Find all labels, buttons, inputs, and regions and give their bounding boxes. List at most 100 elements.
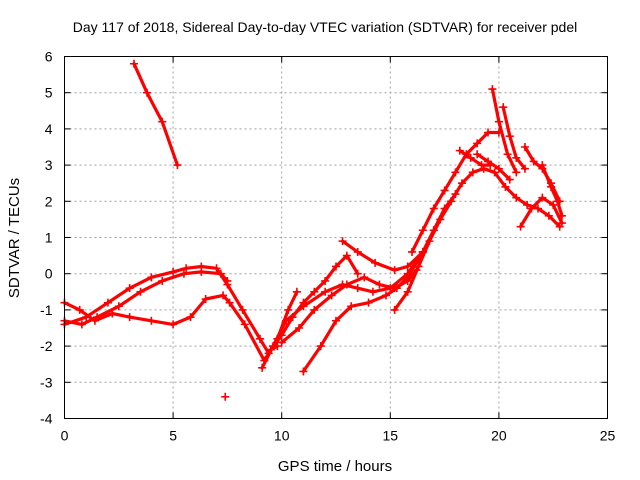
series-line	[501, 105, 527, 171]
data-point	[538, 161, 547, 170]
data-point	[557, 211, 566, 220]
axis-ticks: 0 5 10 15 20 25 -4 -3 -2 -1 0 1 2 3 4 5 6	[40, 49, 615, 444]
data-point	[368, 287, 377, 296]
series-line	[340, 239, 425, 272]
data-point	[455, 146, 464, 155]
data-point	[520, 143, 529, 151]
x-tick-label: 20	[491, 428, 507, 444]
y-tick-label: 4	[45, 121, 53, 137]
data-point	[468, 168, 477, 177]
data-point	[158, 117, 167, 126]
data-point	[403, 287, 412, 296]
data-point	[342, 280, 351, 289]
data-point	[255, 334, 264, 343]
series-arc-14	[473, 150, 514, 184]
y-tick-label: 6	[45, 49, 53, 65]
series-arc-4	[130, 59, 182, 170]
data-point	[353, 269, 362, 278]
y-tick-label: -2	[40, 338, 53, 354]
data-point	[212, 264, 221, 273]
data-point	[143, 88, 152, 97]
data-point	[390, 266, 399, 275]
data-point	[197, 267, 206, 276]
data-point	[353, 284, 362, 293]
y-axis-label: SDTVAR / TECUs	[6, 178, 23, 298]
data-point	[310, 287, 319, 296]
data-point	[494, 164, 503, 173]
series-line	[458, 149, 492, 167]
data-point	[494, 117, 503, 126]
data-point	[473, 139, 482, 148]
series-line	[490, 87, 518, 174]
data-point	[316, 342, 325, 351]
series-arc-6	[266, 251, 362, 354]
data-point	[403, 262, 412, 271]
data-point	[114, 302, 123, 311]
series-line	[475, 152, 512, 182]
data-point	[484, 128, 493, 137]
data-point	[179, 269, 188, 278]
data-point	[284, 305, 293, 314]
data-point	[403, 276, 412, 285]
data-point	[553, 197, 562, 206]
data-point	[338, 237, 347, 246]
y-tick-label: -3	[40, 374, 53, 390]
data-point	[238, 305, 247, 314]
data-point	[501, 182, 510, 191]
series-line	[301, 228, 436, 373]
y-tick-label: -4	[40, 411, 53, 427]
data-point	[549, 200, 558, 209]
data-point	[186, 313, 195, 322]
y-tick-label: 5	[45, 85, 53, 101]
data-point	[353, 247, 362, 256]
data-point	[125, 284, 134, 293]
data-point	[505, 132, 514, 141]
data-point	[277, 338, 286, 347]
data-point	[273, 334, 282, 343]
data-point	[347, 302, 356, 311]
data-point	[342, 251, 351, 260]
series-line	[280, 268, 418, 345]
data-point	[201, 295, 210, 304]
x-tick-label: 10	[274, 428, 290, 444]
data-point	[327, 291, 336, 300]
series-arc-13	[455, 146, 495, 170]
data-point	[299, 367, 308, 376]
data-point	[321, 276, 330, 285]
data-point	[440, 186, 449, 195]
data-point	[173, 161, 182, 170]
data-point	[557, 219, 566, 228]
data-point	[158, 276, 167, 285]
data-point	[371, 258, 380, 267]
data-point	[75, 305, 84, 314]
data-point	[499, 103, 508, 112]
data-point	[169, 267, 178, 276]
data-point	[512, 153, 521, 162]
data-point	[360, 273, 369, 282]
data-point	[223, 276, 232, 285]
data-point	[390, 284, 399, 293]
data-point	[466, 153, 475, 162]
series-line	[62, 270, 229, 326]
series-arc-8	[299, 226, 438, 376]
series-arc-3	[60, 291, 282, 365]
data-point	[375, 280, 384, 289]
data-point	[484, 157, 493, 166]
x-tick-label: 0	[61, 428, 69, 444]
data-point	[425, 237, 434, 246]
series-arc-1	[60, 262, 273, 358]
data-point	[90, 316, 99, 325]
data-point	[310, 305, 319, 314]
x-tick-label: 15	[383, 428, 399, 444]
data-point	[473, 150, 482, 159]
data-point	[225, 298, 234, 307]
data-point	[381, 291, 390, 300]
data-point	[414, 262, 423, 271]
data-point	[488, 85, 497, 94]
data-point	[457, 179, 466, 188]
x-axis-label: GPS time / hours	[278, 458, 392, 475]
series-arc-9	[277, 266, 421, 347]
y-tick-label: -1	[40, 302, 53, 318]
data-point	[219, 291, 228, 300]
data-point	[512, 168, 521, 177]
